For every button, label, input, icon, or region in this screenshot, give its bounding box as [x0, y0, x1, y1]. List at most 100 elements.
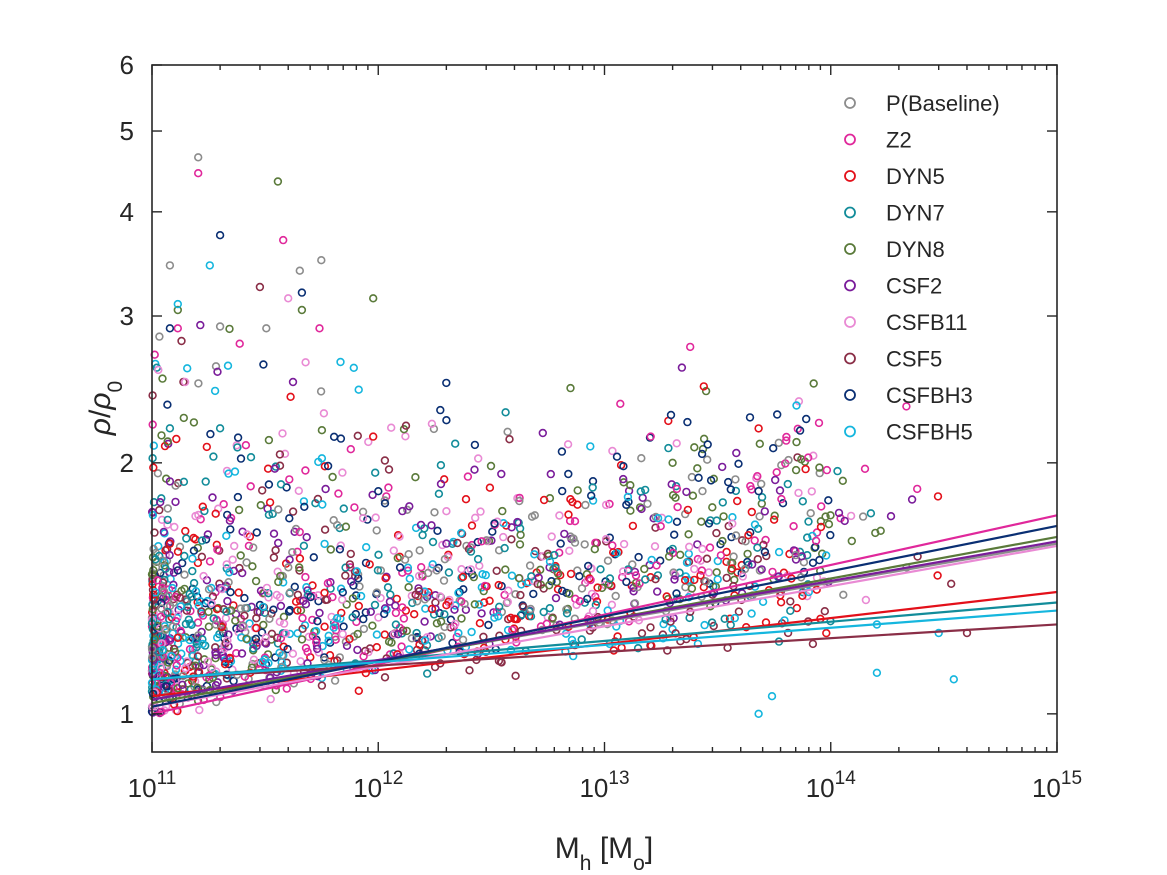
- data-point: [705, 543, 715, 552]
- data-point: [659, 619, 668, 629]
- data-point: [286, 392, 295, 401]
- data-point: [160, 587, 169, 596]
- legend-entry: CSFB11: [844, 310, 968, 335]
- data-point: [407, 634, 417, 643]
- data-point: [279, 619, 289, 628]
- data-point: [754, 709, 763, 718]
- data-point: [516, 530, 525, 540]
- data-point: [180, 551, 189, 561]
- data-point: [266, 694, 275, 704]
- data-point: [490, 613, 499, 622]
- data-point: [693, 464, 702, 473]
- data-point: [451, 619, 460, 628]
- data-point: [228, 555, 237, 564]
- data-point: [293, 606, 302, 615]
- legend-entry: DYN5: [844, 164, 945, 189]
- data-point: [494, 612, 503, 621]
- data-point: [457, 564, 466, 574]
- data-point: [213, 633, 222, 642]
- data-point: [847, 536, 856, 546]
- data-point: [276, 480, 286, 489]
- data-point: [760, 547, 770, 557]
- data-point: [222, 607, 231, 616]
- data-point: [195, 705, 204, 715]
- data-point: [173, 305, 183, 315]
- data-point: [300, 502, 309, 511]
- data-point: [593, 583, 602, 592]
- fit-line: [151, 623, 1058, 681]
- data-point: [570, 538, 580, 547]
- data-point: [436, 405, 445, 415]
- data-point: [816, 522, 826, 532]
- data-point: [264, 658, 273, 668]
- x-tick-label: 1011: [128, 768, 177, 803]
- data-point: [693, 540, 702, 549]
- data-point: [477, 537, 486, 546]
- data-point: [173, 566, 183, 575]
- data-point: [234, 588, 243, 597]
- data-point: [173, 633, 183, 642]
- data-point: [353, 645, 362, 655]
- data-point: [778, 499, 788, 508]
- data-point: [220, 659, 230, 669]
- data-point: [668, 544, 677, 554]
- data-point: [518, 602, 528, 612]
- data-point: [319, 409, 329, 418]
- data-point: [262, 583, 272, 593]
- data-point: [182, 534, 191, 543]
- data-point: [590, 544, 599, 554]
- data-point: [380, 456, 390, 465]
- data-point: [684, 530, 693, 539]
- data-point: [197, 536, 207, 545]
- data-point: [565, 546, 574, 555]
- data-point: [436, 479, 446, 489]
- data-point: [776, 598, 786, 607]
- data-point: [297, 288, 307, 297]
- data-point: [180, 377, 190, 387]
- data-point: [708, 503, 717, 512]
- data-point: [303, 647, 312, 657]
- data-point: [623, 492, 633, 502]
- data-point: [808, 558, 818, 567]
- data-point: [860, 464, 870, 473]
- data-point: [225, 568, 234, 577]
- data-point: [187, 592, 196, 601]
- data-point: [872, 668, 882, 677]
- data-point: [577, 584, 587, 593]
- data-point: [372, 642, 381, 652]
- data-point: [861, 595, 871, 605]
- data-point: [619, 462, 628, 471]
- data-point: [157, 494, 166, 503]
- data-point: [605, 499, 614, 509]
- data-point: [149, 463, 158, 472]
- data-point: [438, 540, 447, 550]
- data-point: [204, 607, 213, 616]
- data-point: [359, 614, 368, 624]
- data-point: [586, 491, 596, 500]
- data-point: [185, 644, 195, 654]
- data-point: [687, 584, 697, 593]
- data-point: [668, 458, 677, 467]
- data-point: [189, 578, 199, 588]
- data-point: [328, 592, 337, 602]
- data-point: [313, 616, 322, 626]
- data-point: [168, 622, 178, 631]
- data-point: [713, 575, 722, 584]
- data-point: [171, 665, 181, 674]
- data-point: [588, 496, 598, 505]
- data-point: [433, 526, 442, 535]
- data-point: [279, 235, 288, 245]
- data-point: [838, 476, 847, 485]
- data-point: [366, 607, 375, 616]
- data-point: [762, 551, 771, 561]
- data-point: [490, 519, 499, 528]
- data-point: [506, 613, 515, 622]
- legend-label: Z2: [886, 128, 912, 153]
- data-point: [646, 623, 655, 632]
- data-point: [562, 605, 571, 614]
- data-point: [180, 570, 189, 579]
- data-point: [285, 588, 295, 597]
- data-point: [612, 548, 621, 558]
- data-point: [382, 605, 391, 614]
- data-point: [318, 500, 327, 509]
